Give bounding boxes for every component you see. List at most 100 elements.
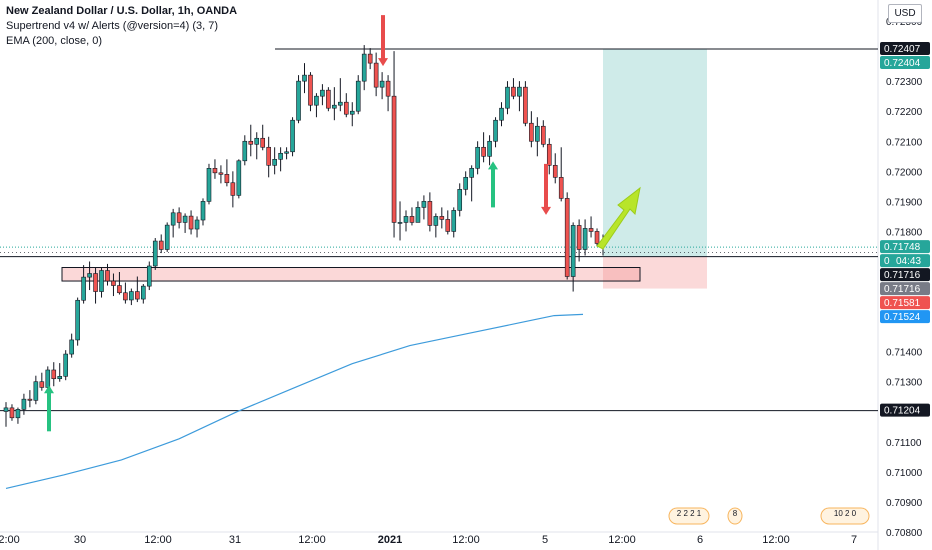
- candle-body: [433, 216, 439, 226]
- price-badge-label: 0.71204: [884, 406, 921, 417]
- candle-body: [194, 219, 200, 230]
- candle-body: [170, 212, 176, 226]
- candle-body: [206, 168, 212, 202]
- candle-body: [427, 201, 433, 226]
- price-badge: [880, 403, 930, 417]
- candle-body: [391, 95, 397, 223]
- price-tick-label: 0.70900: [886, 498, 923, 509]
- supertrend-buy-signal: [491, 167, 495, 208]
- price-badge-label: 0.71581: [884, 298, 921, 309]
- time-tick-label: 7: [851, 534, 857, 546]
- candle-body: [505, 86, 510, 109]
- candle-body: [403, 216, 409, 223]
- candle-body: [463, 177, 468, 190]
- candle-body: [373, 62, 379, 88]
- price-badge-label: 0.71716: [884, 270, 921, 281]
- candle-body: [523, 86, 528, 124]
- candle-body: [182, 215, 188, 223]
- supertrend-indicator-label[interactable]: Supertrend v4 w/ Alerts (@version=4) (3,…: [6, 20, 219, 32]
- price-tick-label: 0.72200: [886, 107, 923, 118]
- time-tick-label: 2021: [378, 534, 402, 546]
- candle-body: [397, 222, 403, 224]
- candle-body: [200, 201, 206, 221]
- ema-indicator-label[interactable]: EMA (200, close, 0): [6, 35, 102, 47]
- price-tick-label: 0.72100: [886, 137, 923, 148]
- time-tick-label: 5: [542, 534, 548, 546]
- economic-event-marker: [727, 507, 743, 525]
- candle-body: [469, 168, 474, 178]
- candle-body: [81, 276, 86, 301]
- supertrend-buy-signal: [47, 391, 51, 432]
- candle-body: [129, 291, 134, 301]
- price-badge: [880, 240, 930, 254]
- candle-body: [141, 285, 146, 300]
- price-badge-label: 0.71748: [884, 242, 921, 253]
- candle-body: [367, 53, 373, 64]
- candle-body: [272, 158, 277, 166]
- candle-body: [475, 146, 480, 169]
- candle-body: [451, 210, 457, 232]
- support-zone-box: [61, 267, 641, 282]
- price-badge: [880, 268, 930, 282]
- candle-body: [75, 299, 80, 341]
- candle-body: [493, 119, 498, 142]
- candle-body: [540, 125, 546, 145]
- currency-selector[interactable]: USD: [888, 4, 922, 23]
- candle-body: [248, 140, 254, 145]
- price-tick-label: 0.71000: [886, 468, 923, 479]
- candle-body: [236, 160, 242, 196]
- projection-arrow-icon: [596, 186, 641, 250]
- candle-body: [320, 89, 325, 97]
- candle-body: [21, 398, 27, 410]
- candle-body: [254, 137, 260, 145]
- candle-body: [308, 74, 313, 106]
- price-tick-label: 0.71900: [886, 197, 923, 208]
- price-badge: [880, 296, 930, 310]
- candle-body: [212, 168, 218, 174]
- price-tick-label: 0.71800: [886, 227, 923, 238]
- supertrend-sell-signal: [381, 15, 385, 61]
- candle-body: [152, 240, 158, 267]
- event-marker-label: 2 2 2 1: [677, 509, 702, 518]
- candle-body: [355, 80, 361, 112]
- candle-body: [242, 140, 248, 162]
- candle-body: [111, 280, 116, 286]
- candle-body: [3, 407, 9, 412]
- candle-body: [361, 53, 367, 82]
- candle-body: [588, 228, 594, 232]
- candle-body: [105, 270, 110, 282]
- candle-body: [33, 381, 39, 401]
- price-badge: [880, 254, 930, 268]
- candle-body: [158, 240, 164, 250]
- chart-legend: New Zealand Dollar / U.S. Dollar, 1h, OA…: [6, 4, 237, 49]
- candle-body: [570, 225, 576, 277]
- event-marker-label: 8: [733, 509, 738, 518]
- candle-body: [409, 216, 415, 223]
- price-badge-label: 0: [884, 256, 890, 267]
- price-badge-label: 0.72407: [884, 44, 921, 55]
- event-marker-label: 10 2 0: [834, 509, 857, 518]
- ema-200-line: [5, 313, 584, 489]
- candle-body: [379, 80, 385, 88]
- time-tick-label: 12:00: [762, 534, 790, 546]
- price-badge: [880, 55, 930, 69]
- candle-body: [39, 381, 45, 388]
- candle-body: [487, 140, 492, 157]
- candle-body: [51, 369, 57, 380]
- price-badge-label: 0.72404: [884, 58, 921, 69]
- price-badge-label: 0.71716: [884, 284, 921, 295]
- candle-body: [326, 89, 331, 109]
- price-badge: [880, 282, 930, 296]
- price-tick-label: 0.71400: [886, 348, 923, 359]
- candle-body: [558, 177, 564, 199]
- candle-body: [517, 86, 522, 97]
- candle-body: [188, 215, 194, 230]
- candle-body: [552, 165, 558, 178]
- time-tick-label: 31: [229, 534, 241, 546]
- symbol-title[interactable]: New Zealand Dollar / U.S. Dollar, 1h, OA…: [6, 5, 238, 17]
- candle-body: [284, 151, 289, 154]
- candle-body: [218, 172, 224, 175]
- price-badge-label: 0.71524: [884, 312, 921, 323]
